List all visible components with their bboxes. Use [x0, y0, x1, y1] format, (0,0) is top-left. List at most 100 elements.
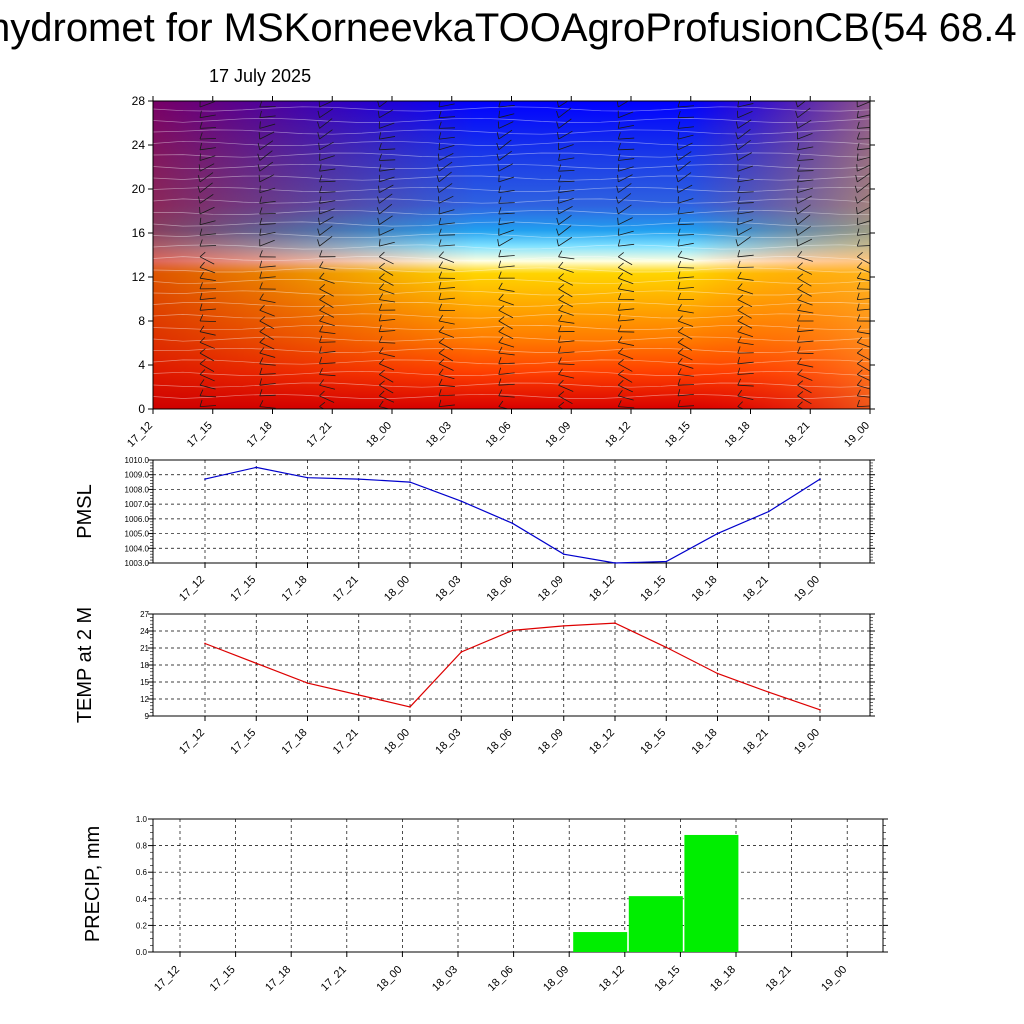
wind-barb [379, 395, 395, 403]
wind-barb-flag [319, 164, 322, 172]
wind-barb [199, 256, 215, 265]
wind-barb [618, 158, 635, 161]
contour-line [153, 336, 870, 342]
wind-barb [438, 394, 455, 397]
x-tick-label: 18_00 [374, 964, 404, 994]
wind-barb [737, 277, 754, 281]
y-tick-label: 0 [138, 402, 145, 416]
wind-barb-flag [856, 303, 860, 311]
wind-barb [797, 226, 811, 236]
wind-barb-flag [797, 142, 800, 150]
wind-barb-flag [737, 260, 741, 268]
wind-barb [558, 169, 575, 172]
wind-barb-flag [438, 314, 444, 322]
wind-barb-flag [438, 368, 444, 375]
contour-line [153, 244, 870, 250]
wind-barb [558, 157, 575, 161]
x-tick-label: 18_18 [708, 964, 738, 994]
wind-barb [379, 330, 396, 333]
wind-barb [618, 267, 633, 276]
wind-barb [857, 138, 870, 140]
y-tick-label: 8 [138, 314, 145, 328]
wind-barb [917, 332, 931, 340]
wind-barb-flag [677, 337, 684, 343]
wind-barb-flag [259, 217, 263, 225]
wind-barb [259, 299, 276, 303]
wind-barb-flag [677, 228, 681, 236]
wind-barb-flag [259, 293, 264, 300]
wind-barb [558, 299, 573, 308]
wind-barb [857, 277, 870, 282]
wind-barb [797, 374, 813, 381]
wind-barb-flag [259, 337, 266, 343]
wind-barb [857, 308, 870, 311]
wind-barb-flag [199, 239, 203, 247]
wind-barb-flag [498, 378, 502, 386]
wind-barb-flag [856, 348, 863, 354]
x-tick-label: 18_09 [541, 964, 571, 994]
x-tick-label: 18_03 [433, 574, 463, 604]
wind-barb-flag [378, 369, 385, 375]
wind-barb-flag [438, 251, 444, 258]
wind-barb-flag [677, 389, 681, 397]
wind-barb-flag [617, 292, 622, 300]
wind-barb [558, 256, 575, 260]
wind-barb [259, 223, 276, 226]
x-tick-label: 17_18 [245, 420, 275, 450]
wind-barb [857, 193, 870, 204]
wind-barb-flag [319, 250, 323, 257]
y-tick-label: 24 [140, 627, 149, 636]
wind-barb-flag [438, 132, 442, 140]
y-tick-label: 21 [140, 644, 149, 653]
y-axis-title: PMSL [74, 484, 96, 538]
x-tick-label: 18_21 [782, 420, 812, 450]
wind-barb [797, 214, 811, 226]
x-tick-label: 18_15 [663, 420, 693, 450]
wind-barb [259, 342, 275, 350]
wind-barb-flag [856, 132, 860, 140]
x-tick-label: 18_12 [603, 420, 633, 450]
wind-barb-flag [496, 132, 500, 140]
wind-barb-flag [199, 110, 202, 118]
wind-barb [677, 342, 693, 351]
wind-barb-flag [437, 196, 440, 204]
wind-barb [797, 363, 814, 368]
wind-barb-flag [737, 401, 743, 407]
y-tick-label: 1009.0 [125, 471, 150, 480]
wind-barb-flag [438, 358, 445, 365]
wind-barb [558, 309, 574, 316]
wind-barb [199, 405, 216, 407]
wind-barb-flag [378, 400, 384, 407]
wind-barb-flag [917, 229, 919, 236]
wind-barb [618, 374, 633, 383]
wind-barb-flag [259, 347, 265, 354]
wind-barb [498, 383, 515, 386]
chart-title: hydromet for MSKorneevkaTOOAgroProfusion… [0, 6, 1017, 50]
x-tick-label: 18_09 [543, 420, 573, 450]
data-point [767, 691, 770, 693]
wind-barb [199, 374, 215, 382]
x-tick-label: 17_21 [331, 574, 361, 604]
wind-barb [618, 217, 633, 226]
wind-barb-flag [319, 325, 324, 332]
wind-barb-flag [377, 217, 380, 225]
wind-barb [797, 101, 807, 108]
wind-barb [917, 213, 933, 214]
wind-barb-flag [437, 153, 440, 161]
wind-barb-flag [438, 326, 445, 332]
wind-barb [498, 331, 514, 340]
wind-barb [677, 309, 694, 314]
wind-barb [199, 395, 216, 398]
x-tick-label: 17_15 [228, 727, 258, 757]
wind-barb [677, 161, 691, 172]
wind-barb-flag [319, 283, 326, 290]
wind-barb-flag [617, 358, 624, 365]
wind-barb-flag [797, 284, 804, 290]
wind-barb [677, 331, 693, 340]
wind-barb [558, 374, 575, 379]
wind-barb [917, 353, 932, 358]
wind-barb [558, 277, 573, 286]
wind-barb [677, 223, 695, 226]
y-axis-title: TEMP at 2 M [74, 607, 96, 723]
